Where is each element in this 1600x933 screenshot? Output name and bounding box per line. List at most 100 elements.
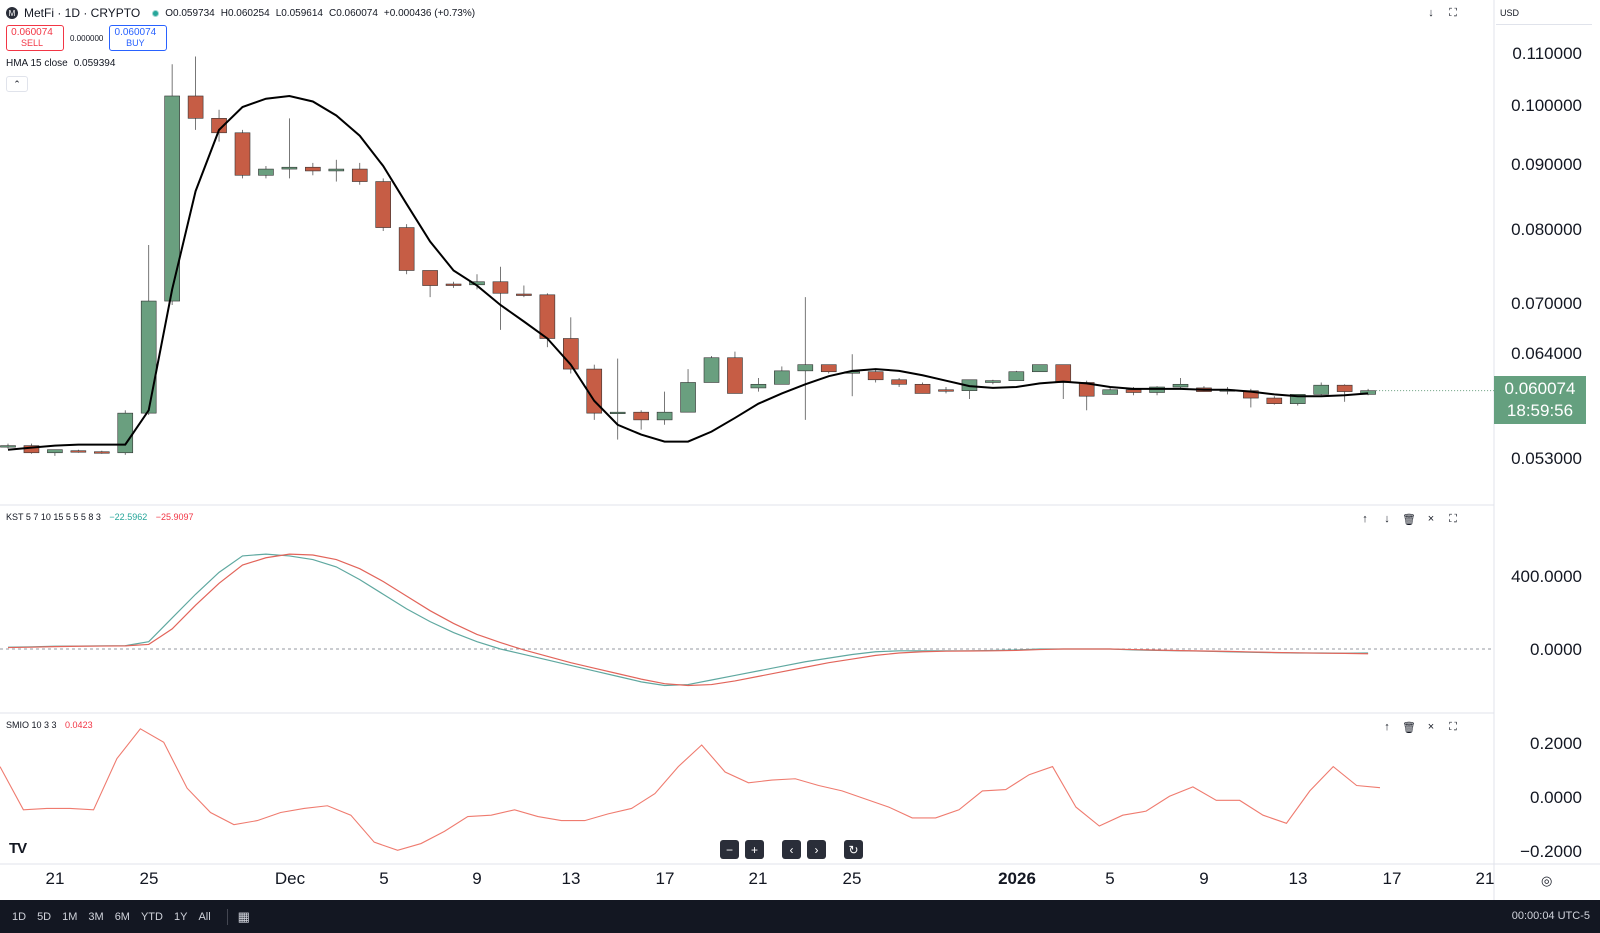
time-axis-label: 21 [45, 869, 65, 888]
candle-body [656, 411, 673, 421]
candle-body [164, 95, 180, 302]
candle-body [1336, 384, 1353, 392]
kst-signal-value: −25.9097 [155, 512, 194, 522]
zoom-out-button[interactable]: − [720, 840, 739, 859]
utc-clock[interactable]: 00:00:04 UTC-5 [1511, 910, 1590, 922]
candle-body [117, 412, 134, 454]
main-pane-tools: ↓ ⛶ [1424, 6, 1460, 20]
hma-legend[interactable]: HMA 15 close 0.059394 [6, 58, 121, 69]
time-axis-label: 2026 [998, 869, 1036, 888]
candle-body [305, 166, 321, 172]
range-1y-button[interactable]: 1Y [173, 910, 188, 923]
kst-legend[interactable]: KST 5 7 10 15 5 5 5 8 3 −22.5962 −25.909… [6, 512, 194, 522]
sell-button[interactable]: 0.060074 SELL [6, 25, 64, 51]
settings-icon[interactable]: ◎ [1541, 873, 1553, 888]
smio-scale-label: 0.2000 [1530, 734, 1582, 753]
time-axis-label: 21 [1475, 869, 1495, 888]
close-icon[interactable]: × [1427, 513, 1435, 525]
last-price: 0.060074 [1504, 379, 1576, 398]
smio-value: 0.0423 [65, 720, 93, 730]
candle-body [1266, 397, 1283, 404]
time-axis-label: 5 [379, 869, 389, 888]
chart-navigation: − + ‹ › ↻ [720, 840, 863, 859]
delete-icon[interactable]: 🗑 [1402, 513, 1416, 526]
reset-icon: ↻ [848, 842, 859, 857]
symbol-title[interactable]: MetFi · 1D · CRYPTO [24, 6, 141, 20]
time-axis-label: 21 [748, 869, 768, 888]
candle-body [1172, 383, 1189, 388]
candle-body [539, 294, 556, 339]
candle-body [328, 168, 345, 172]
candle-body [609, 411, 626, 414]
range-all-button[interactable]: All [198, 910, 211, 923]
smio-line [0, 728, 1381, 851]
buy-button[interactable]: 0.060074 BUY [109, 25, 168, 51]
range-ytd-button[interactable]: YTD [140, 910, 163, 923]
range-1d-button[interactable]: 1D [12, 910, 27, 923]
delete-icon[interactable]: 🗑 [1402, 721, 1416, 734]
calendar-icon[interactable]: ▦ [226, 908, 250, 925]
buy-label: BUY [126, 38, 145, 48]
maximize-icon[interactable]: ⛶ [1449, 720, 1457, 733]
candle-body [258, 168, 274, 176]
candle-body [1125, 389, 1142, 393]
price-scale-label: 0.090000 [1511, 155, 1582, 174]
range-1m-button[interactable]: 1M [62, 910, 78, 923]
candle-body [516, 293, 532, 296]
candle-body [140, 300, 157, 414]
kst-line [7, 553, 1369, 687]
kst-scale-label: 0.0000 [1530, 640, 1582, 659]
arrow-up-icon[interactable]: ↑ [1362, 513, 1368, 525]
range-6m-button[interactable]: 6M [114, 910, 130, 923]
price-scale-label: 0.064000 [1511, 344, 1582, 363]
zoom-in-button[interactable]: + [745, 840, 764, 859]
maximize-icon[interactable]: ⛶ [1449, 6, 1457, 19]
plus-icon: + [750, 842, 758, 857]
range-3m-button[interactable]: 3M [88, 910, 104, 923]
candle-body [797, 364, 814, 372]
time-axis-label: 13 [561, 869, 581, 888]
candle-body [633, 411, 649, 421]
market-status-dot [152, 9, 160, 17]
bottom-toolbar: 1D 5D 1M 3M 6M YTD 1Y All ▦ [0, 900, 1600, 933]
smio-legend[interactable]: SMIO 10 3 3 0.0423 [6, 720, 93, 730]
arrow-down-icon[interactable]: ↓ [1428, 7, 1434, 19]
open-value: O0.059734 [165, 7, 215, 19]
close-icon[interactable]: × [1427, 721, 1435, 733]
smio-pane-tools: ↑ 🗑 × ⛶ [1380, 720, 1460, 734]
low-value: L0.059614 [275, 7, 323, 19]
collapse-legend-button[interactable]: ⌃ [6, 76, 28, 92]
kst-label: KST 5 7 10 15 5 5 5 8 3 [6, 512, 101, 522]
kst-value: −22.5962 [109, 512, 148, 522]
time-axis-label: 17 [655, 869, 675, 888]
kst-pane-tools: ↑ ↓ 🗑 × ⛶ [1358, 512, 1460, 526]
arrow-up-icon[interactable]: ↑ [1384, 721, 1390, 733]
candle-body [727, 357, 743, 394]
time-axis-label: 25 [139, 869, 159, 888]
hma-line [7, 94, 1369, 451]
scroll-right-button[interactable]: › [807, 840, 826, 859]
candle-body [1313, 384, 1329, 395]
arrow-down-icon[interactable]: ↓ [1384, 513, 1390, 525]
price-scale-label: 0.053000 [1511, 449, 1582, 468]
chevron-right-icon: › [814, 842, 819, 857]
candle-body [422, 270, 438, 286]
candle-body [1055, 364, 1072, 383]
price-scale-label: 0.110000 [1512, 44, 1582, 63]
candle-body [187, 95, 204, 119]
chart-area[interactable] [0, 0, 1600, 900]
candle-body [94, 451, 110, 454]
chart-canvas[interactable] [0, 0, 1600, 900]
candle-body [351, 168, 368, 182]
scroll-left-button[interactable]: ‹ [782, 840, 801, 859]
high-value: H0.060254 [220, 7, 270, 19]
candle-body [867, 371, 884, 381]
reset-chart-button[interactable]: ↻ [844, 840, 863, 859]
tradingview-logo-icon[interactable]: TV [9, 840, 27, 857]
range-5d-button[interactable]: 5D [37, 910, 52, 923]
candle-body [703, 357, 720, 383]
candle-body [774, 370, 790, 385]
maximize-icon[interactable]: ⛶ [1449, 512, 1457, 525]
currency-selector[interactable]: USD [1496, 8, 1592, 25]
